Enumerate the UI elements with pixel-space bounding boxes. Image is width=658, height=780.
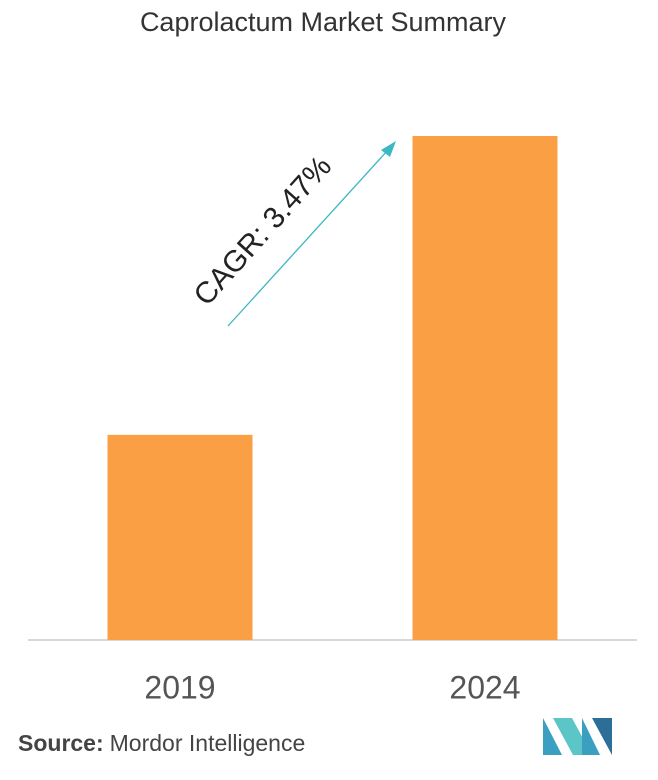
source-name: Mordor Intelligence [110,730,306,756]
cagr-arrowhead [381,141,396,157]
x-tick-label: 2024 [449,669,520,705]
chart-title: Caprolactum Market Summary [140,7,507,37]
bar [412,136,558,640]
cagr-arrow [227,149,389,327]
x-tick-label: 2019 [144,669,215,705]
logo [543,718,612,755]
bar [107,434,253,640]
source-label: Source: [18,730,104,756]
source-note: Source: Mordor Intelligence [18,730,305,756]
